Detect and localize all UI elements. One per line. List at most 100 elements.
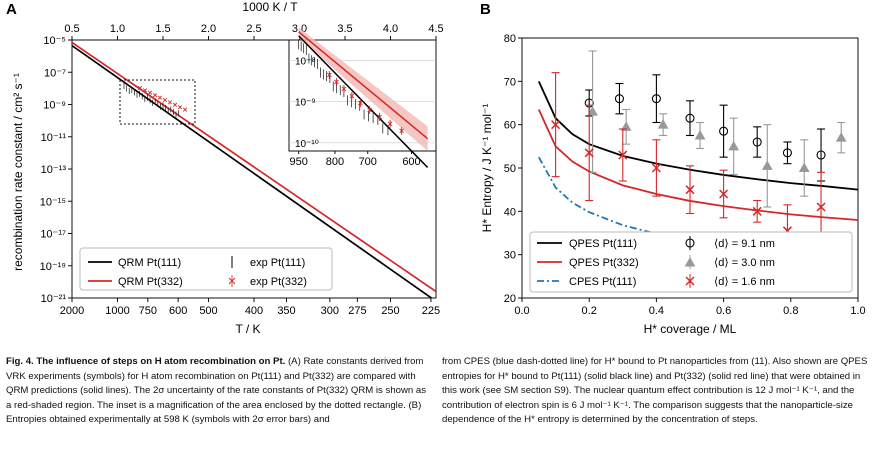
panel-a-marks: 0.51.01.52.02.53.03.54.04.52000100075060… [40,23,444,317]
y-tick-label: 10⁻¹¹ [41,132,67,144]
panel-b-x-axis-label: H* coverage / ML [644,322,737,336]
exp-332-point [142,88,148,93]
inset-x-tick-label: 700 [359,156,377,168]
data-point-circle [816,150,826,160]
x-tick-label: 500 [199,305,217,317]
y-tick-label: 10⁻⁷ [44,67,66,79]
data-point-circle [651,94,661,104]
data-point-triangle [587,106,598,116]
top-tick-label: 0.5 [64,23,79,35]
data-point-triangle [798,162,810,172]
x-tick-label: 400 [245,305,263,317]
data-point-circle [719,126,729,136]
y-tick-label: 20 [504,293,516,305]
panel-a-y-axis-label: recombination rate constant / cm² s⁻¹ [11,73,25,271]
data-point-x [719,189,729,199]
data-point-x [752,206,762,216]
inset-exp-332-point [387,119,393,128]
panel-a: A 1000 K / T recombination rate constant… [6,0,444,336]
top-tick-label: 2.0 [201,23,216,35]
exp-332-point [167,100,173,105]
legend-qpes-332: QPES Pt(332) [569,257,639,269]
data-point-triangle [835,132,847,142]
y-tick-label: 10⁻¹⁵ [40,196,66,208]
caption-left: Fig. 4. The influence of steps on H atom… [6,355,434,428]
inset-y-tick-label: 10⁻⁸ [295,57,316,68]
inset-exp-332-point [377,112,382,121]
inset-exp-332-point [367,105,372,114]
data-point-triangle [657,119,669,129]
series-line-1 [72,41,436,293]
x-tick-label: 225 [422,305,440,317]
series-line-1 [537,109,859,221]
x-tick-label: 250 [381,305,399,317]
y-tick-label: 50 [504,163,516,175]
data-point-x [816,202,826,212]
legend-qrm-332: QRM Pt(332) [118,276,183,288]
legend-1-6nm: ⟨d⟩ = 1.6 nm [714,276,775,288]
y-tick-label: 10⁻¹³ [41,164,67,176]
top-tick-label: 1.5 [155,23,170,35]
inset-exp-332-point [341,84,347,93]
x-tick-label: 0.6 [716,305,731,317]
x-tick-label: 750 [139,305,157,317]
x-tick-label: 300 [321,305,339,317]
data-point-x [685,185,695,195]
inset-y-tick-label: 10⁻¹⁰ [295,139,319,150]
figure: A 1000 K / T recombination rate constant… [6,0,866,336]
x-tick-label: 0.2 [582,305,597,317]
data-point-triangle [694,129,706,140]
inset-x-tick-label: 800 [326,156,344,168]
top-tick-label: 1.0 [110,23,125,35]
inset-marks: 950 800 700 600 10⁻⁸ 10⁻⁹ 10⁻¹⁰ [289,27,436,168]
exp-332-point [182,107,188,112]
y-tick-label: 10⁻²¹ [41,293,67,305]
legend-3-0nm: ⟨d⟩ = 3.0 nm [714,257,775,269]
legend-marker-exp-332 [228,275,236,287]
inset-exp-332-point [327,70,332,79]
inset-exp-332-point [358,98,363,107]
data-point-circle [685,113,695,123]
x-tick-label: 600 [169,305,187,317]
legend-marker-1-6nm [685,274,695,288]
data-point-triangle [761,160,773,170]
caption-title: Fig. 4. The influence of steps on H atom… [6,356,286,367]
panel-b-label: B [480,1,491,18]
caption-left-text: (A) Rate constants derived from VRK expe… [6,356,427,426]
data-point-circle [752,137,762,147]
x-tick-label: 0.4 [649,305,664,317]
y-tick-label: 10⁻¹⁹ [40,261,66,273]
exp-332-point [152,93,158,98]
x-tick-label: 0.0 [514,305,529,317]
top-tick-label: 4.0 [383,23,398,35]
x-tick-label: 275 [348,305,366,317]
inset-x-tick-label: 600 [402,156,420,168]
y-tick-label: 40 [504,206,516,218]
inset-line-111 [298,35,429,168]
zoom-rectangle [119,79,196,125]
y-tick-label: 10⁻⁵ [43,35,66,47]
panel-a-legend-box [79,247,333,291]
top-tick-label: 3.5 [337,23,352,35]
panel-a-legend: QRM Pt(111) exp Pt(111) QRM Pt(332) exp … [79,247,333,291]
panel-b-legend: QPES Pt(111) ⟨d⟩ = 9.1 nm QPES Pt(332) ⟨… [529,231,853,293]
x-tick-label: 350 [277,305,295,317]
exp-332-point [147,90,153,95]
data-point-x [651,163,661,173]
panel-b-y-axis-label: H* Entropy / J K⁻¹ mol⁻¹ [480,104,494,233]
legend-marker-3-0nm [684,255,696,269]
x-tick-label: 0.8 [783,305,798,317]
panel-a-top-axis-label: 1000 K / T [242,0,298,14]
inset-plot: 950 800 700 600 10⁻⁸ 10⁻⁹ 10⁻¹⁰ [288,27,437,168]
x-tick-label: 2000 [60,305,84,317]
inset-y-tick-label: 10⁻⁹ [295,98,316,109]
legend-exp-111: exp Pt(111) [250,257,305,269]
caption-right: from CPES (blue dash-dotted line) for H*… [442,355,870,428]
exp-332-point [162,97,168,103]
y-tick-label: 10⁻⁹ [43,100,66,112]
inset-x-tick-label: 950 [289,156,307,168]
inset-exp-332-point [399,126,404,135]
data-point-circle [782,148,792,158]
legend-qpes-111: QPES Pt(111) [569,238,637,250]
series-line-0 [72,44,433,298]
